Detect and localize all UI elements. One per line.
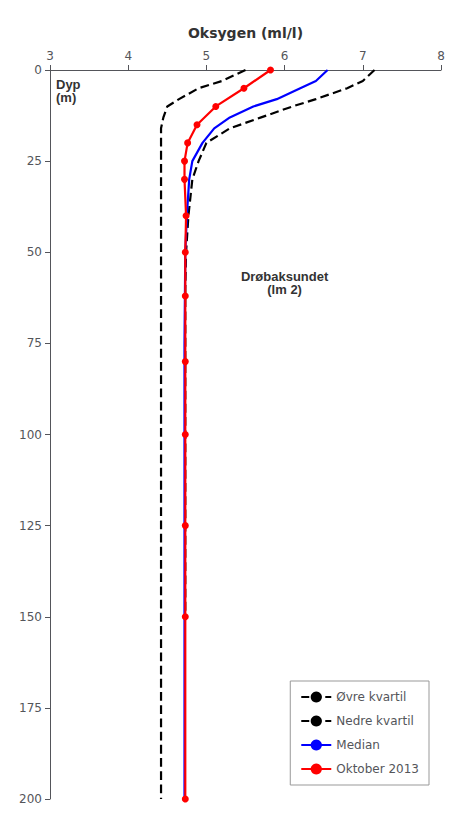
svg-text:Drøbaksundet: Drøbaksundet xyxy=(240,269,329,285)
svg-text:Dyp: Dyp xyxy=(56,77,81,92)
svg-text:0: 0 xyxy=(34,63,42,77)
svg-text:150: 150 xyxy=(19,610,42,624)
svg-text:4: 4 xyxy=(124,49,132,63)
svg-text:50: 50 xyxy=(27,245,42,259)
svg-text:100: 100 xyxy=(19,428,42,442)
svg-text:Nedre kvartil: Nedre kvartil xyxy=(336,714,414,728)
svg-text:(lm 2): (lm 2) xyxy=(267,282,302,297)
svg-text:175: 175 xyxy=(19,701,42,715)
svg-text:75: 75 xyxy=(27,336,42,350)
svg-text:125: 125 xyxy=(19,519,42,533)
svg-text:Median: Median xyxy=(336,738,380,752)
svg-text:5: 5 xyxy=(203,49,211,63)
svg-text:Oktober 2013: Oktober 2013 xyxy=(336,762,419,776)
svg-text:7: 7 xyxy=(359,49,367,63)
svg-text:Øvre kvartil: Øvre kvartil xyxy=(336,690,406,704)
svg-text:8: 8 xyxy=(437,49,445,63)
svg-text:3: 3 xyxy=(46,49,54,63)
svg-text:(m): (m) xyxy=(56,90,76,105)
svg-text:25: 25 xyxy=(27,154,42,168)
svg-text:Oksygen (ml/l): Oksygen (ml/l) xyxy=(188,25,303,41)
svg-text:200: 200 xyxy=(19,792,42,806)
svg-text:6: 6 xyxy=(281,49,289,63)
